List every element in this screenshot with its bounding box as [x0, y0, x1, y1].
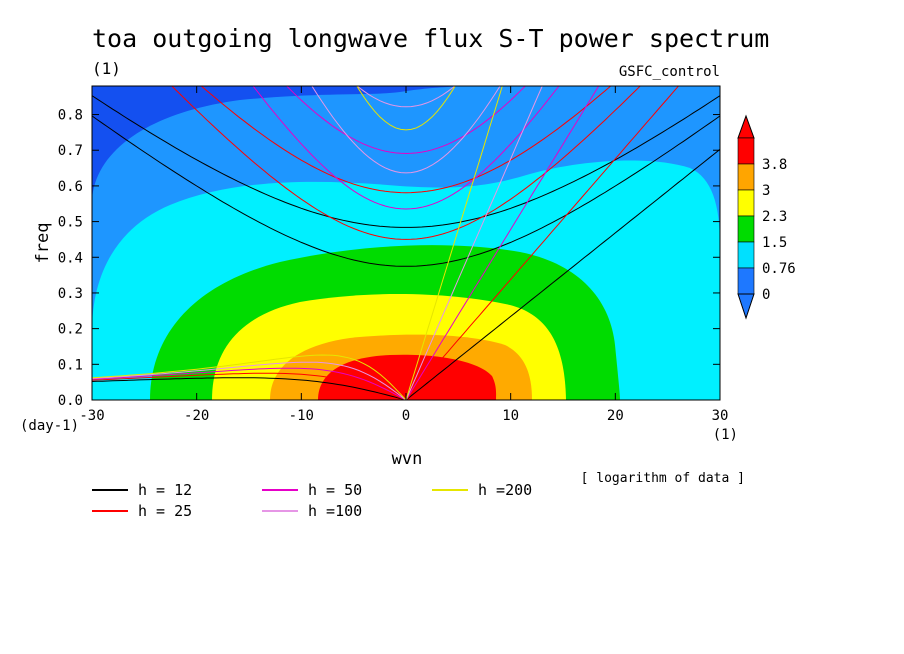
y-tick-label: 0.3	[58, 286, 83, 302]
colorbar-label: 3.8	[762, 157, 787, 173]
dispersion-legend: h = 12 h = 25 h = 50 h =100 h =200	[92, 481, 532, 520]
colorbar: 0 0.76 1.5 2.3 3 3.8	[737, 114, 796, 320]
chart-title: toa outgoing longwave flux S-T power spe…	[92, 24, 769, 53]
dispersion-ig1-h100	[311, 86, 501, 174]
colorbar-label: 1.5	[762, 235, 787, 251]
colorbar-segment	[737, 241, 755, 269]
dispersion-ig1-h25	[171, 86, 641, 240]
contour-fill-layer	[92, 86, 720, 400]
x-tick-label: -30	[79, 408, 104, 424]
colorbar-label: 0.76	[762, 261, 796, 277]
y-tick-label: 0.6	[58, 179, 83, 195]
y-axis-label: freq	[33, 223, 53, 264]
dispersion-ig2-h25	[200, 86, 612, 194]
dispersion-curves	[92, 86, 720, 400]
x-tick-label: -20	[184, 408, 209, 424]
x-tick-label: 20	[607, 408, 624, 424]
data-note: [ logarithm of data ]	[581, 471, 745, 486]
colorbar-under-triangle	[737, 293, 755, 320]
units-label: (1)	[92, 59, 121, 78]
legend-label: h =100	[308, 502, 362, 520]
dispersion-kelvin-h200	[405, 86, 503, 400]
legend-label: h =200	[478, 481, 532, 499]
colorbar-segment	[737, 137, 755, 165]
dispersion-ig1-h200	[356, 86, 456, 131]
colorbar-label: 0	[762, 287, 770, 303]
dispersion-er1-h200	[92, 354, 407, 400]
dispersion-ig1-h50	[252, 86, 560, 210]
legend-label: h = 50	[308, 481, 362, 499]
dispersion-er1-h50	[92, 367, 407, 400]
dispersion-ig2-h50	[285, 86, 527, 155]
y-tick-label: 0.8	[58, 108, 83, 124]
x-tick-label: -10	[289, 408, 314, 424]
colorbar-segment	[737, 189, 755, 217]
y-tick-label: 0.4	[58, 250, 83, 266]
colorbar-segment	[737, 267, 755, 295]
y-unit-label: (day-1)	[20, 418, 79, 434]
dispersion-er1-h25	[92, 372, 407, 400]
y-tick-label: 0.7	[58, 143, 83, 159]
y-tick-label: 0.5	[58, 215, 83, 231]
dispersion-er1-h100	[92, 361, 407, 400]
dispersion-kelvin-h50	[405, 86, 600, 400]
y-tick-label: 0.1	[58, 357, 83, 373]
dispersion-er1-h12	[92, 377, 407, 400]
dispersion-kelvin-h100	[405, 86, 543, 400]
dispersion-ig2-h12	[92, 95, 720, 228]
dispersion-ig2-h100	[356, 86, 456, 108]
y-tick-label: 0.2	[58, 322, 83, 338]
legend-label: h = 25	[138, 502, 192, 520]
colorbar-label: 3	[762, 183, 770, 199]
x-tick-label: 10	[502, 408, 519, 424]
dispersion-kelvin-h12	[405, 148, 720, 400]
dispersion-kelvin-h25	[405, 86, 680, 400]
dispersion-ig1-h12	[92, 115, 720, 267]
colorbar-over-triangle	[737, 114, 755, 139]
x-unit-label: (1)	[713, 427, 738, 443]
x-tick-label: 30	[712, 408, 729, 424]
y-tick-label: 0.0	[58, 393, 83, 409]
colorbar-label: 2.3	[762, 209, 787, 225]
colorbar-segment	[737, 215, 755, 243]
axes: -30 -20 -10 0 10 20 30 0.0 0.1 0.2 0.3 0.4 0.5 0.6 0.7…	[58, 86, 729, 424]
x-tick-label: 0	[402, 408, 410, 424]
run-label: GSFC_control	[619, 64, 720, 80]
legend-label: h = 12	[138, 481, 192, 499]
colorbar-segment	[737, 163, 755, 191]
x-axis-label: wvn	[392, 449, 423, 469]
